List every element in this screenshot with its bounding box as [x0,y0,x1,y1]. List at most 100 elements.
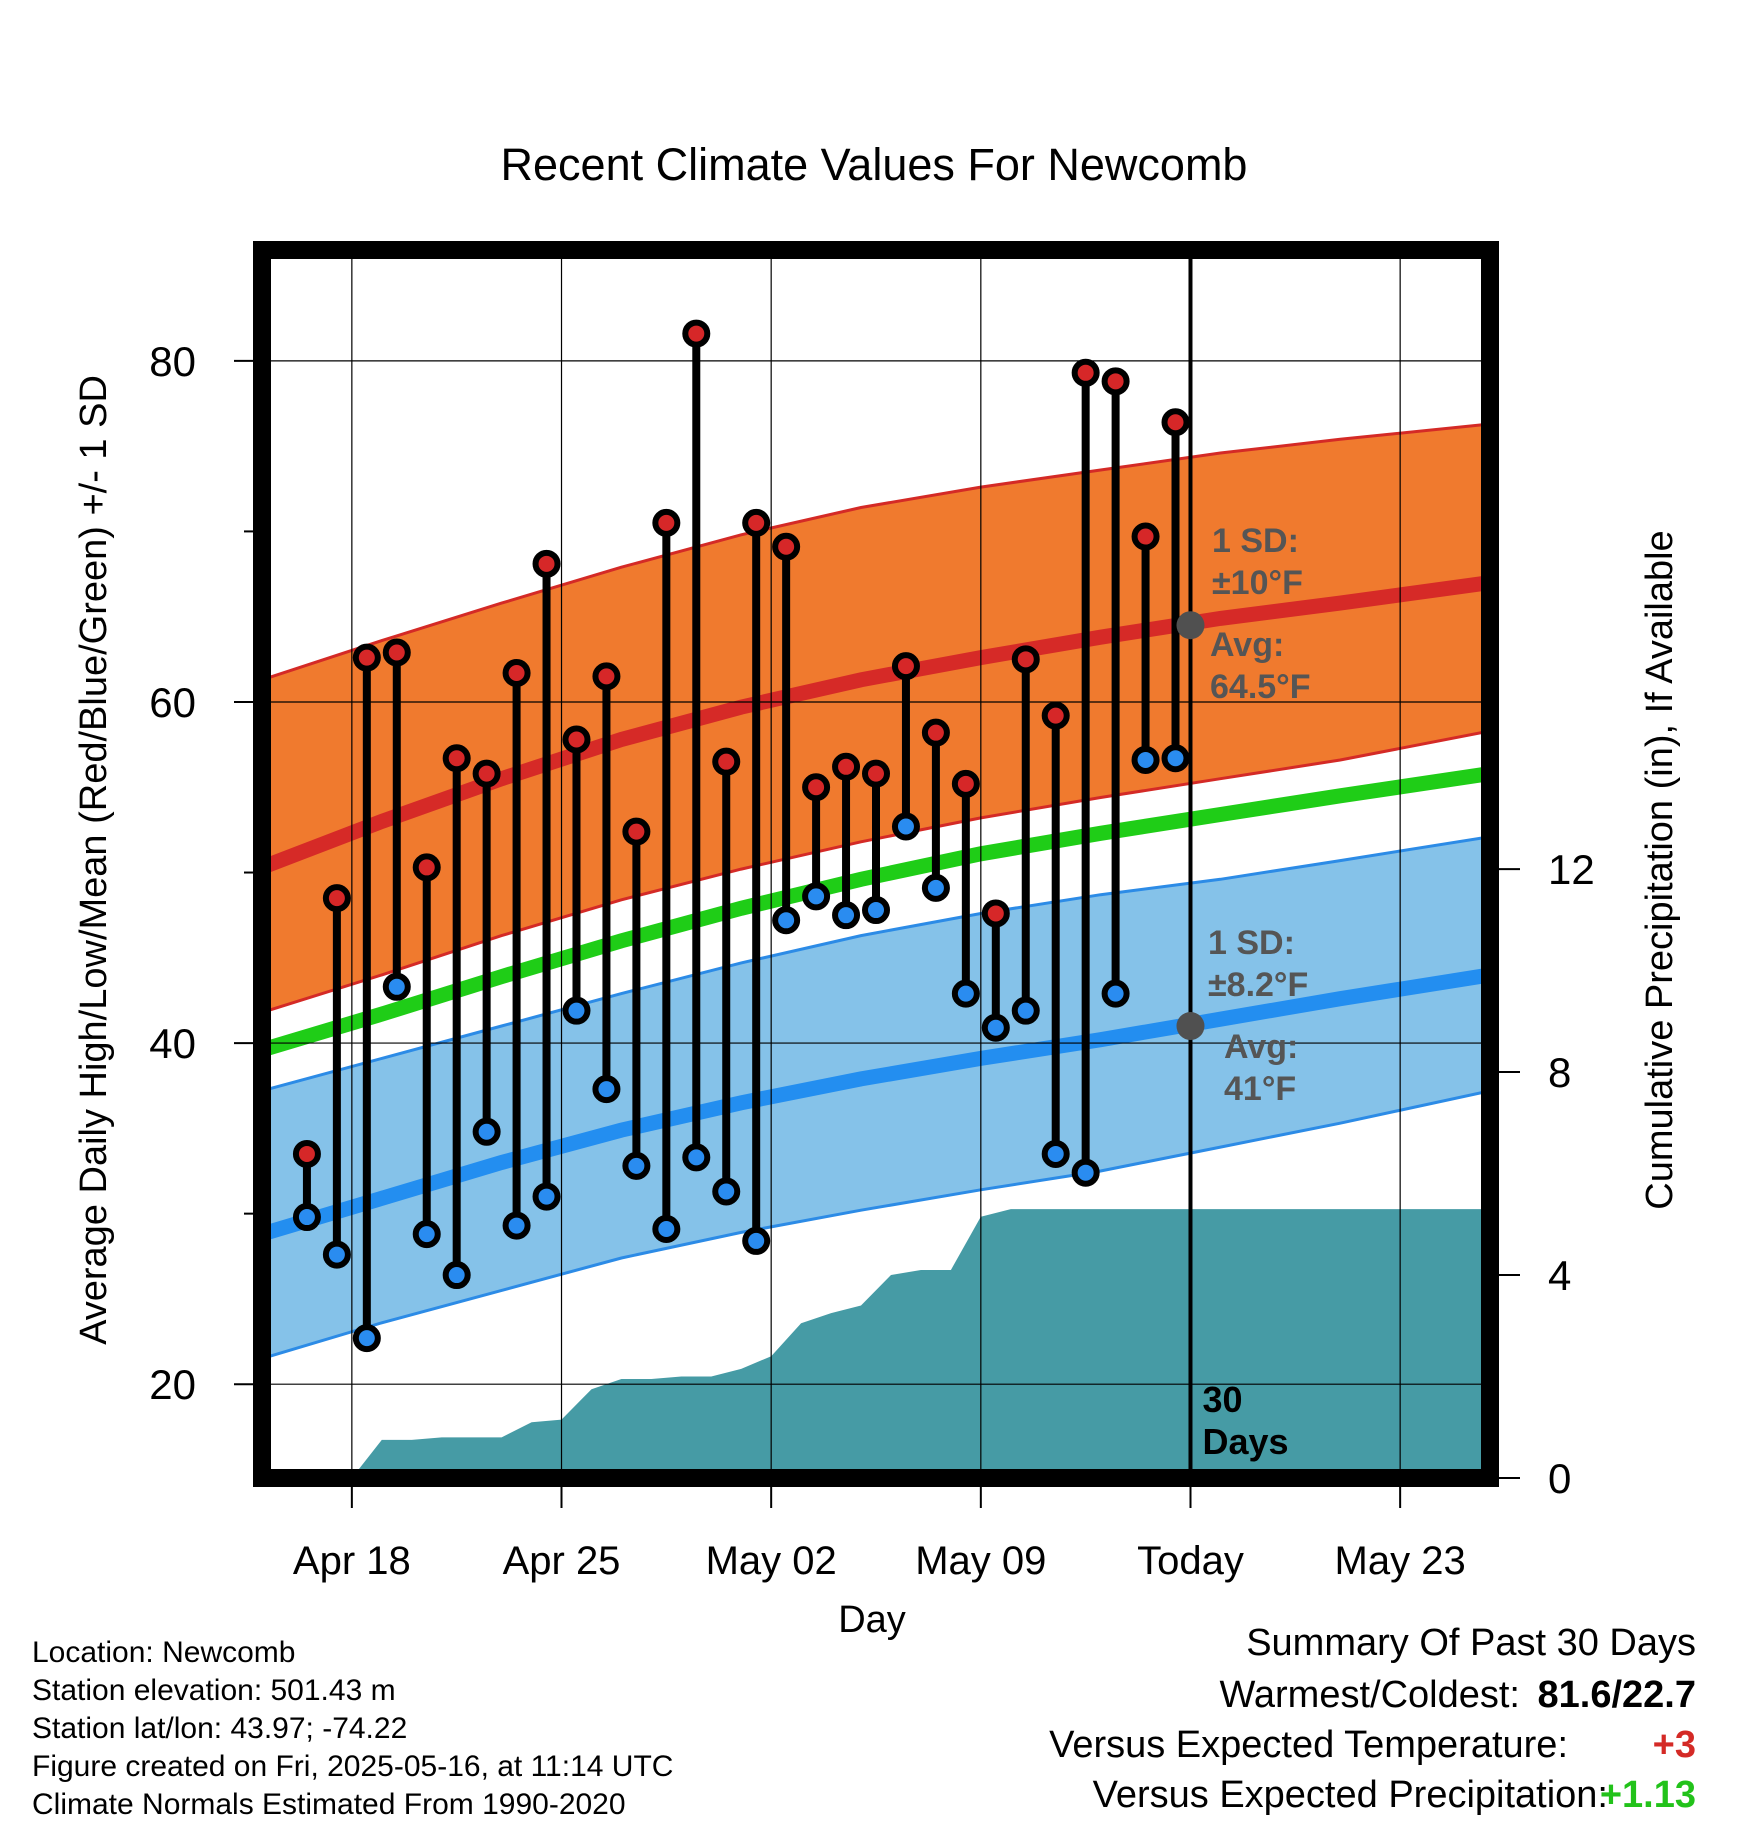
daily-high-marker [1101,367,1130,396]
daily-high-marker [562,725,591,754]
daily-high-marker [772,532,801,561]
daily-low-marker [832,901,861,930]
daily-low-marker [682,1143,711,1172]
y2-tick-label: 12 [1548,846,1595,893]
daily-low-marker [772,906,801,935]
daily-high-marker [622,817,651,846]
y2-tick-label: 0 [1548,1455,1571,1502]
summary-title: Summary Of Past 30 Days [1246,1622,1696,1664]
y-tick-label: 60 [149,679,196,726]
daily-low-marker [532,1182,561,1211]
daily-low-marker [322,1240,351,1269]
warmest-coldest-value: 81.6/22.7 [1537,1674,1696,1716]
daily-high-marker [712,747,741,776]
daily-low-marker [562,996,591,1025]
daily-low-marker [951,979,980,1008]
precip-area [351,1209,1490,1478]
mean-line [262,766,1490,1058]
high-sd-annotation: 1 SD: ±10°F [1212,522,1303,602]
daily-high-marker [1131,522,1160,551]
high-band-lower-edge [262,729,1490,1014]
x-tick-label: May 23 [1335,1539,1466,1583]
low-sd-annotation-line: ±8.2°F [1208,966,1308,1004]
high-sd-annotation-line: ±10°F [1212,564,1303,602]
y2-tick-label: 4 [1548,1252,1571,1299]
normals-text: Climate Normals Estimated From 1990-2020 [32,1788,626,1821]
daily-low-marker [802,882,831,911]
chart-title: Recent Climate Values For Newcomb [501,139,1248,190]
daily-high-marker [442,744,471,773]
plot-frame [253,241,1499,1487]
daily-low-marker [622,1151,651,1180]
daily-low-marker [412,1220,441,1249]
daily-low-marker [352,1324,381,1353]
x-tick-label: May 09 [915,1539,1046,1583]
today-days-label-line: 30 [1202,1379,1242,1420]
daily-high-marker [382,638,411,667]
y-axis-label: Average Daily High/Low/Mean (Red/Blue/Gr… [73,375,115,1345]
x-tick-label: Apr 25 [503,1539,621,1583]
high-avg-annotation: Avg: 64.5°F [1210,626,1311,706]
daily-low-marker [1071,1158,1100,1187]
daily-low-marker [382,972,411,1001]
latlon-text: Station lat/lon: 43.97; -74.22 [32,1712,408,1745]
low-mean-line [262,967,1490,1242]
daily-high-marker [592,662,621,691]
daily-high-marker [1041,701,1070,730]
daily-high-marker [862,759,890,788]
warmest-coldest-label: Warmest/Coldest: [1219,1674,1520,1716]
daily-low-marker [442,1261,471,1290]
low-avg-dot [1176,1012,1205,1041]
high-sd-annotation-line: 1 SD: [1212,522,1299,560]
high-avg-annotation-line: Avg: [1210,626,1284,664]
daily-high-marker [682,319,711,348]
daily-low-marker [1101,979,1130,1008]
daily-low-marker [1161,744,1190,773]
low-band [262,836,1490,1359]
daily-high-marker [472,759,501,788]
location-text: Location: Newcomb [32,1636,296,1669]
low-avg-annotation-line: Avg: [1224,1028,1298,1066]
high-band-upper-edge [262,422,1490,682]
daily-low-marker [592,1075,621,1104]
daily-high-marker [921,718,950,747]
daily-low-marker [862,896,890,925]
daily-high-marker [322,884,351,913]
daily-high-marker [352,643,381,672]
daily-low-marker [712,1177,741,1206]
elevation-text: Station elevation: 501.43 m [32,1674,396,1707]
precip-anomaly-label: Versus Expected Precipitation: [1092,1774,1608,1816]
x-axis-label: Day [838,1599,906,1641]
x-tick-label: May 02 [706,1539,837,1583]
high-avg-annotation-line: 64.5°F [1210,668,1311,706]
daily-low-marker [1131,745,1160,774]
daily-low-marker [1011,996,1040,1025]
low-avg-annotation: Avg: 41°F [1224,1028,1298,1108]
daily-high-marker [951,769,980,798]
daily-high-marker [1161,408,1190,437]
y2-tick-label: 8 [1548,1049,1571,1096]
low-sd-annotation: 1 SD: ±8.2°F [1208,924,1308,1004]
daily-high-marker [502,658,531,687]
daily-low-marker [742,1226,771,1255]
created-text: Figure created on Fri, 2025-05-16, at 11… [32,1750,674,1783]
daily-high-marker [1071,358,1100,387]
daily-high-marker [652,508,681,537]
daily-high-marker [412,853,441,882]
x-tick-label: Apr 18 [293,1539,411,1583]
daily-low-marker [502,1211,531,1240]
temp-anomaly-label: Versus Expected Temperature: [1049,1724,1568,1766]
low-band-upper-edge [262,835,1490,1093]
daily-low-marker [891,812,920,841]
today-days-label: 30 Days [1202,1379,1288,1462]
high-band [262,424,1490,1013]
daily-high-marker [832,752,861,781]
low-band-lower-edge [262,1089,1490,1361]
daily-low-marker [652,1214,681,1243]
temp-anomaly-value: +3 [1652,1724,1696,1766]
daily-low-marker [292,1203,321,1232]
daily-high-marker [891,652,920,681]
low-avg-annotation-line: 41°F [1224,1070,1296,1108]
high-mean-line [262,575,1490,875]
daily-low-marker [472,1117,501,1146]
